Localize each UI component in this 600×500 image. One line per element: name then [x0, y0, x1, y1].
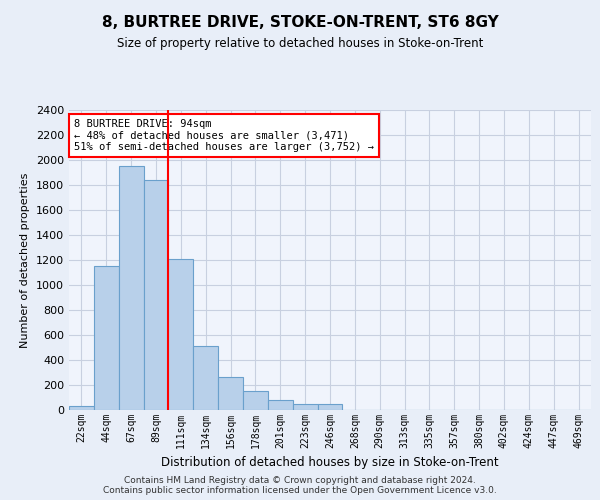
- Bar: [69, 406, 94, 410]
- Bar: [193, 346, 218, 410]
- Bar: [293, 404, 317, 410]
- X-axis label: Distribution of detached houses by size in Stoke-on-Trent: Distribution of detached houses by size …: [161, 456, 499, 469]
- Text: 8 BURTREE DRIVE: 94sqm
← 48% of detached houses are smaller (3,471)
51% of semi-: 8 BURTREE DRIVE: 94sqm ← 48% of detached…: [74, 119, 374, 152]
- Bar: [317, 404, 343, 410]
- Bar: [268, 400, 293, 410]
- Bar: [119, 166, 143, 410]
- Bar: [143, 180, 169, 410]
- Bar: [94, 266, 119, 410]
- Bar: [243, 390, 268, 410]
- Y-axis label: Number of detached properties: Number of detached properties: [20, 172, 31, 348]
- Text: Contains HM Land Registry data © Crown copyright and database right 2024.
Contai: Contains HM Land Registry data © Crown c…: [103, 476, 497, 495]
- Bar: [169, 259, 193, 410]
- Text: 8, BURTREE DRIVE, STOKE-ON-TRENT, ST6 8GY: 8, BURTREE DRIVE, STOKE-ON-TRENT, ST6 8G…: [101, 15, 499, 30]
- Text: Size of property relative to detached houses in Stoke-on-Trent: Size of property relative to detached ho…: [117, 38, 483, 51]
- Bar: [218, 377, 243, 410]
